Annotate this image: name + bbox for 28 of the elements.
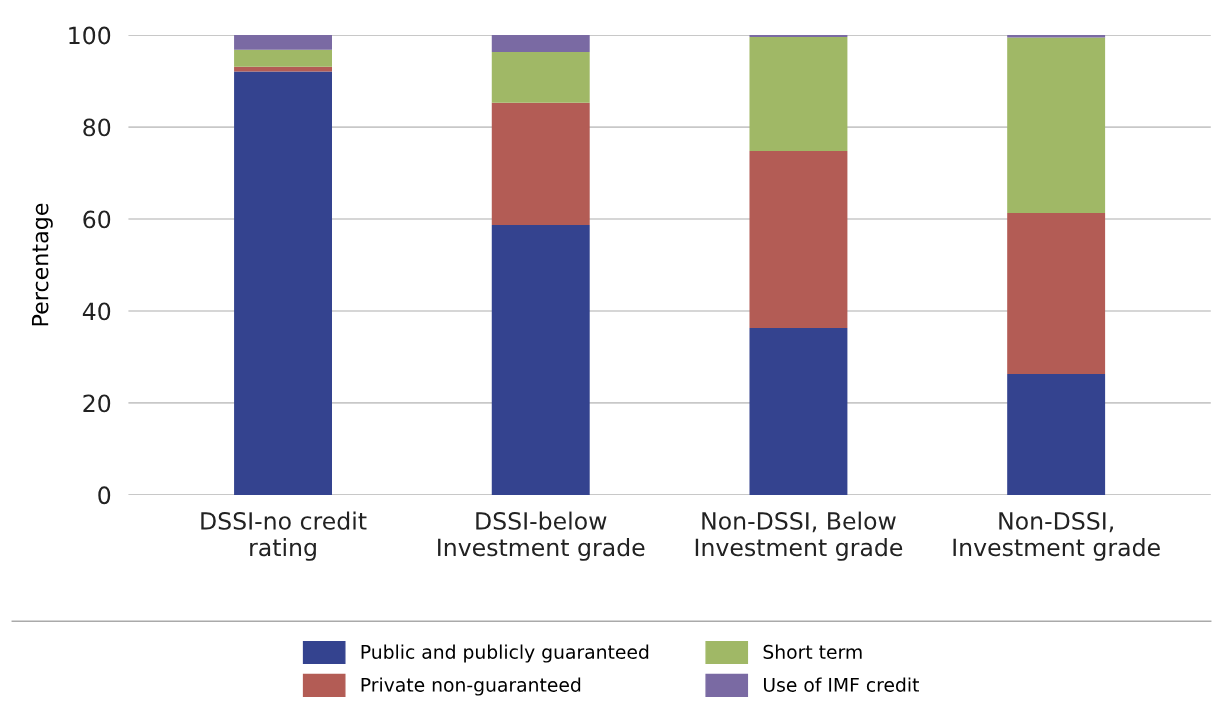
legend-label: Use of IMF credit [764,677,919,692]
bar [234,49,332,67]
legend-label: Short term [763,644,862,659]
bar [749,150,848,328]
bar [749,328,848,495]
y-tick-label: 20 [83,394,111,413]
bar [1007,213,1106,374]
y-tick-label: 100 [69,26,111,45]
legend-label: Private non-guaranteed [361,677,581,696]
x-tick-label: Non-DSSI, Investment grade [953,511,1160,561]
x-tick-label: Non-DSSI, Below Investment grade [695,511,903,561]
bar [1007,373,1106,495]
y-tick-label: 40 [82,302,111,321]
x-tick-label: DSSI-below Investment grade [438,511,645,561]
bar [491,35,590,53]
bar [749,36,848,151]
legend-label: Public and publicly guaranteed [361,644,649,663]
bar [234,71,332,495]
bar [234,35,332,50]
bar [491,102,590,225]
bar [491,225,590,495]
y-axis-title: Percentage [31,203,53,326]
x-tick-label: DSSI-no credit rating [201,511,367,561]
bar [1007,37,1106,214]
y-tick-label: 80 [83,118,111,137]
y-tick-label: 60 [83,210,111,229]
bar [491,52,590,103]
y-tick-label: 0 [98,486,111,505]
